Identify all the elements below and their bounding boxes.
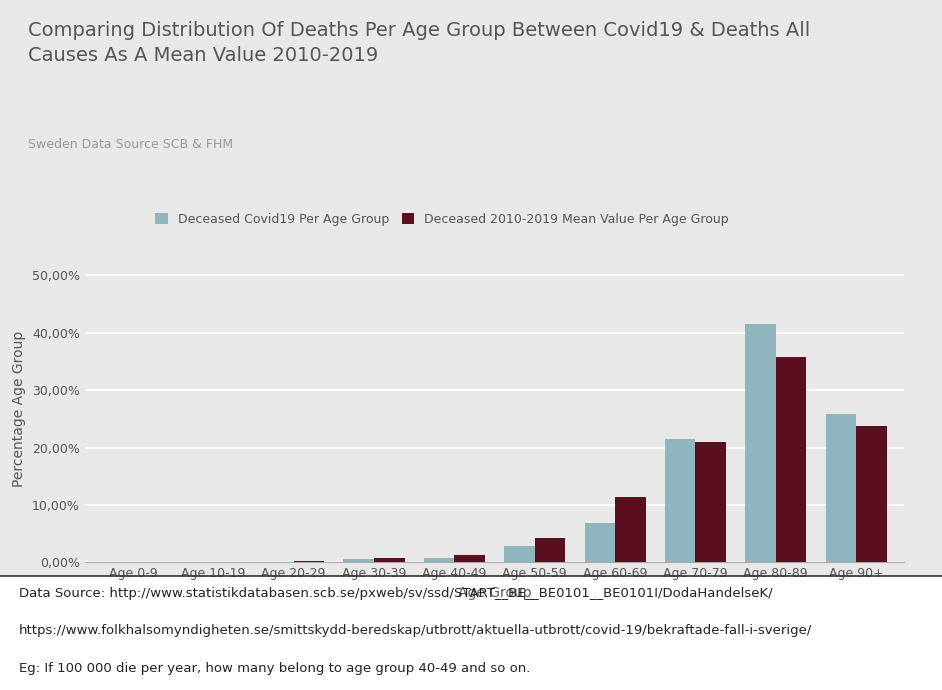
Bar: [585, 523, 615, 562]
Y-axis label: Percentage Age Group: Percentage Age Group: [12, 331, 26, 487]
Bar: [665, 439, 695, 562]
Bar: [856, 426, 886, 562]
Bar: [615, 497, 645, 562]
Text: Eg: If 100 000 die per year, how many belong to age group 40-49 and so on.: Eg: If 100 000 die per year, how many be…: [19, 662, 530, 676]
Bar: [374, 558, 404, 562]
Bar: [776, 357, 806, 562]
Bar: [825, 414, 856, 562]
Bar: [535, 538, 565, 562]
Bar: [504, 546, 535, 562]
Bar: [695, 442, 726, 562]
Text: Sweden Data Source SCB & FHM: Sweden Data Source SCB & FHM: [28, 138, 234, 151]
Bar: [454, 555, 485, 562]
Text: Data Source: http://www.statistikdatabasen.scb.se/pxweb/sv/ssd/START__BE__BE0101: Data Source: http://www.statistikdatabas…: [19, 586, 772, 600]
Bar: [294, 561, 324, 562]
Bar: [344, 560, 374, 562]
Legend: Deceased Covid19 Per Age Group, Deceased 2010-2019 Mean Value Per Age Group: Deceased Covid19 Per Age Group, Deceased…: [151, 208, 734, 230]
Bar: [745, 324, 776, 562]
Text: Comparing Distribution Of Deaths Per Age Group Between Covid19 & Deaths All
Caus: Comparing Distribution Of Deaths Per Age…: [28, 21, 810, 65]
X-axis label: Age Group: Age Group: [458, 586, 531, 600]
Bar: [424, 558, 454, 562]
Text: https://www.folkhalsomyndigheten.se/smittskydd-beredskap/utbrott/aktuella-utbrot: https://www.folkhalsomyndigheten.se/smit…: [19, 624, 812, 638]
